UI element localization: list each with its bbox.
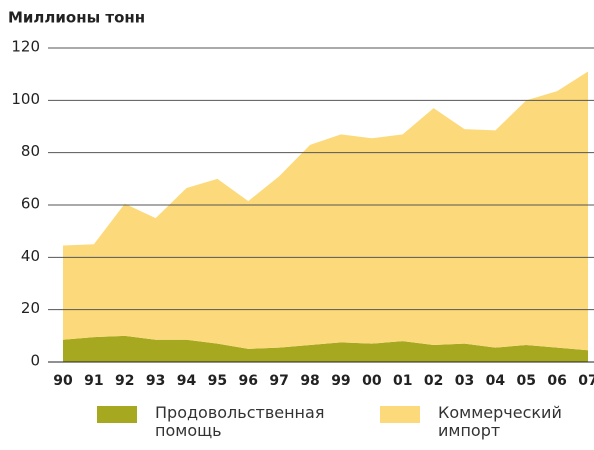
y-tick-label: 20 xyxy=(21,299,40,317)
x-tick-label: 91 xyxy=(84,373,103,389)
x-tick-label: 01 xyxy=(393,373,412,389)
chart-title: Миллионы тонн xyxy=(8,9,145,27)
legend-item: Продовольственная помощь xyxy=(97,404,345,440)
legend-label: Коммерческий импорт xyxy=(438,403,562,440)
x-tick-label: 02 xyxy=(424,373,443,389)
x-tick-label: 99 xyxy=(331,373,350,389)
y-tick-label: 80 xyxy=(21,142,40,160)
x-tick-label: 97 xyxy=(269,373,288,389)
x-tick-label: 94 xyxy=(177,373,197,389)
x-tick-label: 93 xyxy=(146,373,165,389)
x-tick-label: 05 xyxy=(516,373,535,389)
legend-item: Коммерческий импорт xyxy=(380,404,594,440)
x-tick-label: 07 xyxy=(578,373,594,389)
area xyxy=(63,335,588,362)
y-tick-label: 40 xyxy=(21,247,40,265)
x-tick-label: 04 xyxy=(486,373,506,389)
legend-swatch xyxy=(97,406,137,423)
y-tick-label: 100 xyxy=(11,90,40,108)
x-tick-label: 95 xyxy=(208,373,227,389)
y-tick-label: 0 xyxy=(30,352,40,370)
x-tick-label: 06 xyxy=(547,373,566,389)
x-tick-label: 00 xyxy=(362,373,382,389)
grid xyxy=(48,47,594,363)
x-tick-label: 98 xyxy=(300,373,319,389)
x-tick-label: 03 xyxy=(455,373,474,389)
x-tick-label: 92 xyxy=(115,373,134,389)
y-tick-label: 120 xyxy=(11,38,40,56)
x-tick-label: 90 xyxy=(53,373,73,389)
legend-swatch xyxy=(380,406,420,423)
legend-label: Продовольственная помощь xyxy=(155,403,325,440)
area xyxy=(63,71,588,351)
y-tick-label: 60 xyxy=(21,195,40,213)
x-tick-label: 96 xyxy=(239,373,258,389)
areas xyxy=(63,71,588,362)
